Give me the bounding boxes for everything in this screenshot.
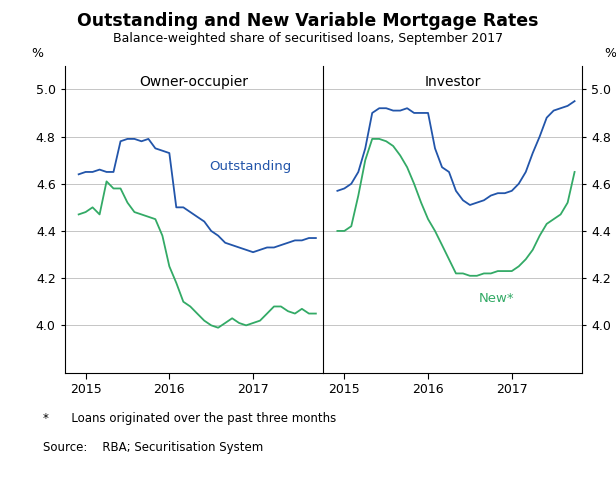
Text: *      Loans originated over the past three months: * Loans originated over the past three m… — [43, 412, 336, 425]
Text: Owner-occupier: Owner-occupier — [140, 75, 248, 89]
Text: %: % — [604, 47, 616, 59]
Text: %: % — [31, 47, 43, 59]
Text: Balance-weighted share of securitised loans, September 2017: Balance-weighted share of securitised lo… — [113, 32, 503, 45]
Text: Investor: Investor — [424, 75, 481, 89]
Text: Outstanding and New Variable Mortgage Rates: Outstanding and New Variable Mortgage Ra… — [77, 12, 539, 30]
Text: New*: New* — [479, 292, 514, 305]
Text: Outstanding: Outstanding — [209, 161, 292, 173]
Text: Source:    RBA; Securitisation System: Source: RBA; Securitisation System — [43, 441, 264, 454]
